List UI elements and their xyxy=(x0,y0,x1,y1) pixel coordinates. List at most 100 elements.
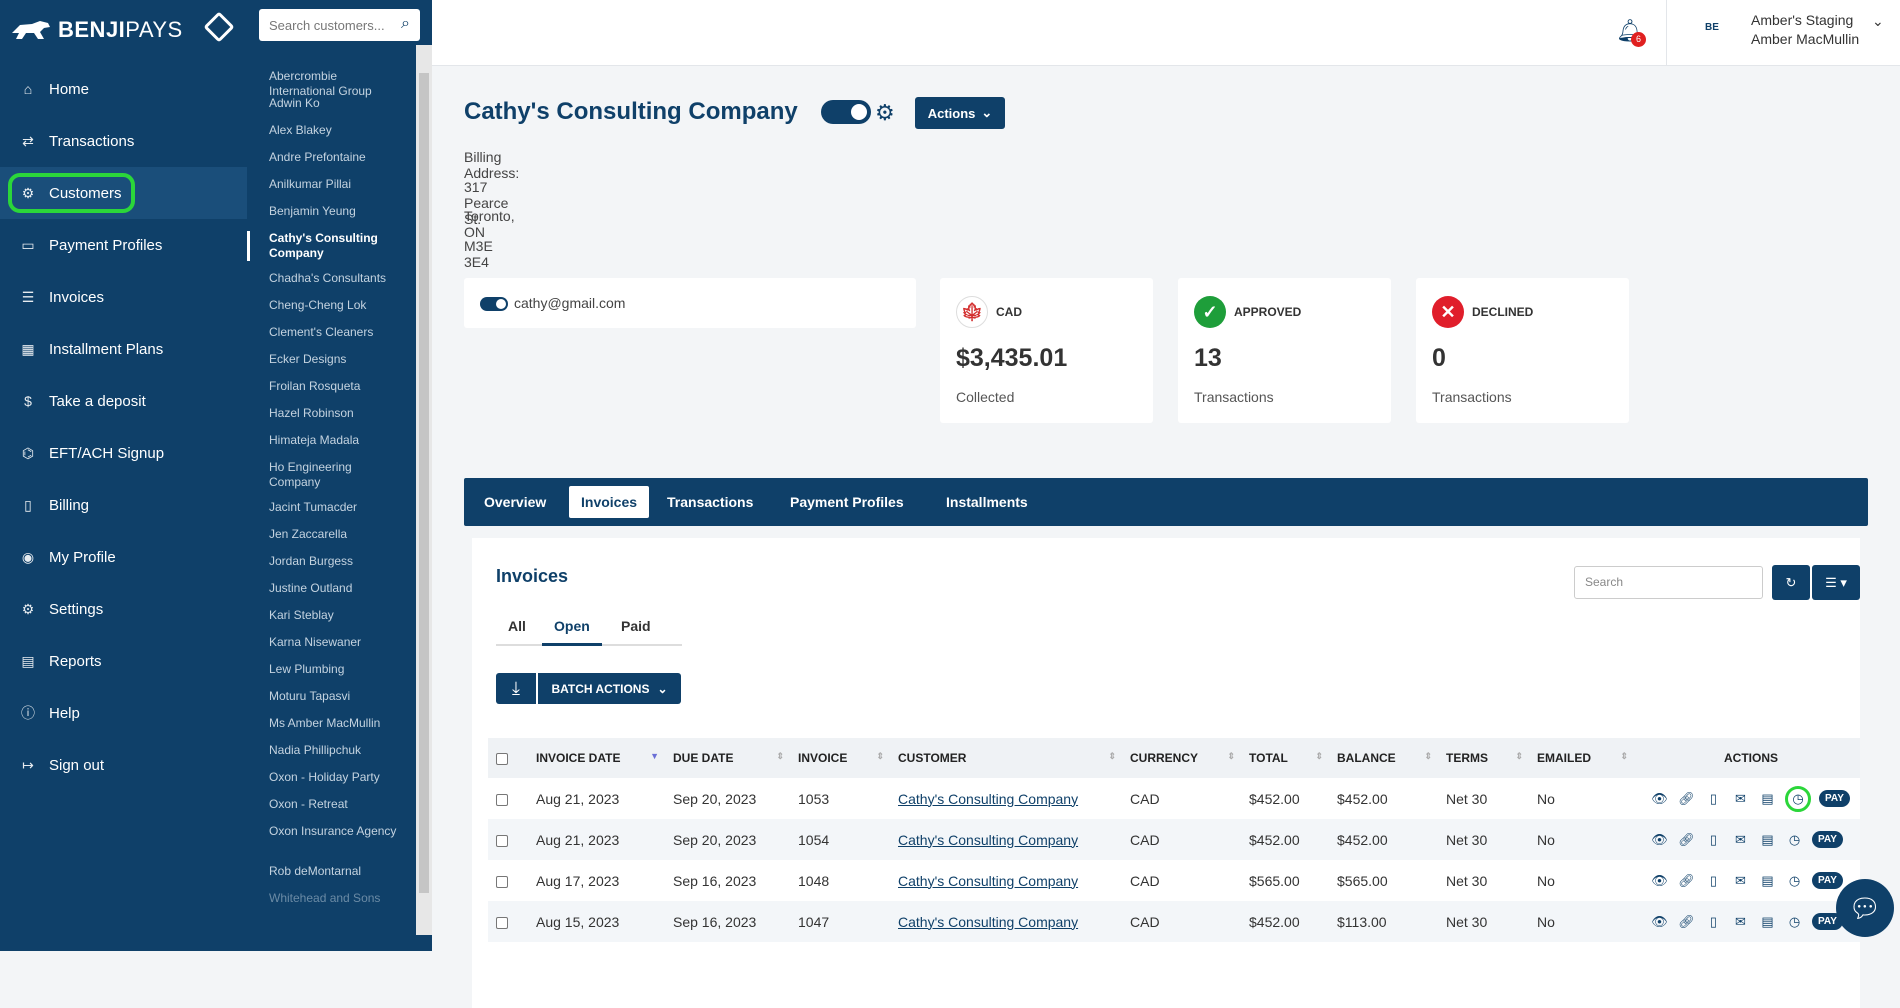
search-icon[interactable]: ⌕ xyxy=(401,15,410,32)
customer-list-item[interactable]: Adwin Ko xyxy=(269,96,320,110)
org-name[interactable]: Amber's Staging xyxy=(1751,12,1854,28)
nav-my-profile[interactable]: ◉ My Profile xyxy=(21,548,116,566)
pay-button[interactable]: PAY xyxy=(1812,831,1843,848)
email-icon[interactable]: ✉ xyxy=(1735,790,1746,806)
email-icon[interactable]: ✉ xyxy=(1735,913,1746,929)
pdf-icon[interactable]: ▯ xyxy=(1709,790,1718,806)
user-name[interactable]: Amber MacMullin xyxy=(1751,31,1860,47)
customer-list-item[interactable]: Chadha's Consultants xyxy=(269,271,387,285)
customer-list-item[interactable]: Moturu Tapasvi xyxy=(269,689,351,703)
customer-list-item[interactable]: Jacint Tumacder xyxy=(269,500,358,514)
link-icon[interactable]: 🔗︎ xyxy=(1678,872,1695,888)
customer-list-item[interactable]: Jordan Burgess xyxy=(269,554,354,568)
nav-transactions[interactable]: ⇄ Transactions xyxy=(0,115,247,167)
nav-help[interactable]: ⓘ Help xyxy=(21,704,80,722)
customer-link[interactable]: Cathy's Consulting Company xyxy=(898,913,1079,930)
customer-list-item[interactable]: Cheng-Cheng Lok xyxy=(269,298,367,312)
details-icon[interactable]: ▤ xyxy=(1761,790,1774,806)
select-all-checkbox[interactable] xyxy=(496,752,508,765)
customer-list-item[interactable]: Anilkumar Pillai xyxy=(269,177,352,191)
customer-list-item[interactable]: Ecker Designs xyxy=(269,352,347,366)
customer-list-item[interactable]: Abercrombie International Group xyxy=(269,69,372,98)
subtab-open[interactable]: Open xyxy=(542,608,602,646)
invoice-search-input[interactable]: Search xyxy=(1574,566,1763,599)
clock-icon[interactable]: ◷ xyxy=(1785,785,1811,812)
col-currency[interactable]: CURRENCY ⇕ xyxy=(1122,738,1241,778)
view-icon[interactable]: 👁︎ xyxy=(1651,790,1668,806)
clock-icon[interactable]: ◷ xyxy=(1788,831,1801,847)
col-total[interactable]: TOTAL ⇕ xyxy=(1241,738,1329,778)
email-toggle[interactable] xyxy=(480,297,508,311)
view-icon[interactable]: 👁︎ xyxy=(1651,831,1668,847)
customer-list-item[interactable]: Whitehead and Sons xyxy=(269,891,381,905)
col-terms[interactable]: TERMS ⇕ xyxy=(1438,738,1529,778)
nav-eft-ach-signup[interactable]: ⌬ EFT/ACH Signup xyxy=(21,444,165,462)
tab-installments[interactable]: Installments xyxy=(946,494,1028,510)
details-icon[interactable]: ▤ xyxy=(1761,872,1774,888)
customer-list-item[interactable]: Rob deMontarnal xyxy=(269,864,362,878)
col-invoice-date[interactable]: INVOICE DATE ▼ xyxy=(528,738,665,778)
col-emailed[interactable]: EMAILED ⇕ xyxy=(1529,738,1634,778)
col-balance[interactable]: BALANCE ⇕ xyxy=(1329,738,1438,778)
customer-list-item[interactable]: Justine Outland xyxy=(269,581,353,595)
pay-button[interactable]: PAY xyxy=(1812,913,1843,930)
pdf-icon[interactable]: ▯ xyxy=(1709,913,1718,929)
customer-list-item[interactable]: Andre Prefontaine xyxy=(269,150,366,164)
customer-list-item[interactable]: Froilan Rosqueta xyxy=(269,379,361,393)
customer-list-item[interactable]: Clement's Cleaners xyxy=(269,325,374,339)
email-icon[interactable]: ✉ xyxy=(1735,831,1746,847)
nav-invoices[interactable]: ☰ Invoices xyxy=(21,288,105,306)
sort-button[interactable]: ⤓ xyxy=(496,673,536,704)
row-checkbox[interactable] xyxy=(496,793,508,806)
link-icon[interactable]: 🔗︎ xyxy=(1678,913,1695,929)
customer-list-item[interactable]: Ms Amber MacMullin xyxy=(269,716,381,730)
col-due-date[interactable]: DUE DATE ⇕ xyxy=(665,738,790,778)
chat-support-button[interactable]: 💬︎ xyxy=(1836,879,1894,937)
customer-list-item[interactable]: Benjamin Yeung xyxy=(269,204,356,218)
customer-list-item[interactable]: Himateja Madala xyxy=(269,433,360,447)
row-checkbox[interactable] xyxy=(496,834,508,847)
customer-list-item[interactable]: Alex Blakey xyxy=(269,123,332,137)
nav-billing[interactable]: ▯ Billing xyxy=(0,479,247,531)
columns-menu-button[interactable]: ☰ ▾ xyxy=(1812,565,1860,600)
customer-list-item[interactable]: Kari Steblay xyxy=(269,608,334,622)
nav-settings[interactable]: ⚙ Settings xyxy=(21,600,104,618)
view-icon[interactable]: 👁︎ xyxy=(1651,872,1668,888)
tab-payment-profiles[interactable]: Payment Profiles xyxy=(790,494,904,510)
customer-list-item[interactable]: Lew Plumbing xyxy=(269,662,345,676)
customer-list-item[interactable]: Jen Zaccarella xyxy=(269,527,348,541)
subtab-paid[interactable]: Paid xyxy=(621,618,651,634)
pdf-icon[interactable]: ▯ xyxy=(1709,872,1718,888)
customer-link[interactable]: Cathy's Consulting Company xyxy=(898,790,1079,807)
subtab-all[interactable]: All xyxy=(508,618,526,634)
row-checkbox[interactable] xyxy=(496,916,508,929)
email-icon[interactable]: ✉ xyxy=(1735,872,1746,888)
customer-list-scrollbar[interactable] xyxy=(416,45,432,935)
pdf-icon[interactable]: ▯ xyxy=(1709,831,1718,847)
nav-installment-plans[interactable]: ▦ Installment Plans xyxy=(21,340,164,358)
col-customer[interactable]: CUSTOMER ⇕ xyxy=(890,738,1122,778)
customer-list-item[interactable]: Ho Engineering Company xyxy=(269,460,352,489)
nav-sign-out[interactable]: ↦ Sign out xyxy=(0,739,247,791)
customer-list-item[interactable]: Cathy's Consulting Company xyxy=(247,231,415,261)
details-icon[interactable]: ▤ xyxy=(1761,831,1774,847)
customer-list-item[interactable]: Nadia Phillipchuk xyxy=(269,743,362,757)
link-icon[interactable]: 🔗︎ xyxy=(1678,831,1695,847)
nav-reports[interactable]: ▤ Reports xyxy=(21,652,102,670)
actions-button[interactable]: Actions ⌄ xyxy=(915,97,1005,129)
link-icon[interactable]: 🔗︎ xyxy=(1678,790,1695,806)
col-invoice[interactable]: INVOICE ⇕ xyxy=(790,738,890,778)
details-icon[interactable]: ▤ xyxy=(1761,913,1774,929)
scrollbar-thumb[interactable] xyxy=(419,73,429,893)
pay-button[interactable]: PAY xyxy=(1812,872,1843,889)
nav-home[interactable]: ⌂ Home xyxy=(0,63,247,115)
clock-icon[interactable]: ◷ xyxy=(1788,913,1801,929)
customer-list-item[interactable]: Oxon - Holiday Party xyxy=(269,770,380,784)
customer-active-toggle[interactable] xyxy=(821,100,871,124)
nav-take-deposit[interactable]: $ Take a deposit xyxy=(0,375,247,427)
tab-transactions[interactable]: Transactions xyxy=(667,494,754,510)
tab-overview[interactable]: Overview xyxy=(484,494,547,510)
view-icon[interactable]: 👁︎ xyxy=(1651,913,1668,929)
refresh-button[interactable]: ↻ xyxy=(1772,565,1810,600)
batch-actions-button[interactable]: BATCH ACTIONS ⌄ xyxy=(538,673,681,704)
